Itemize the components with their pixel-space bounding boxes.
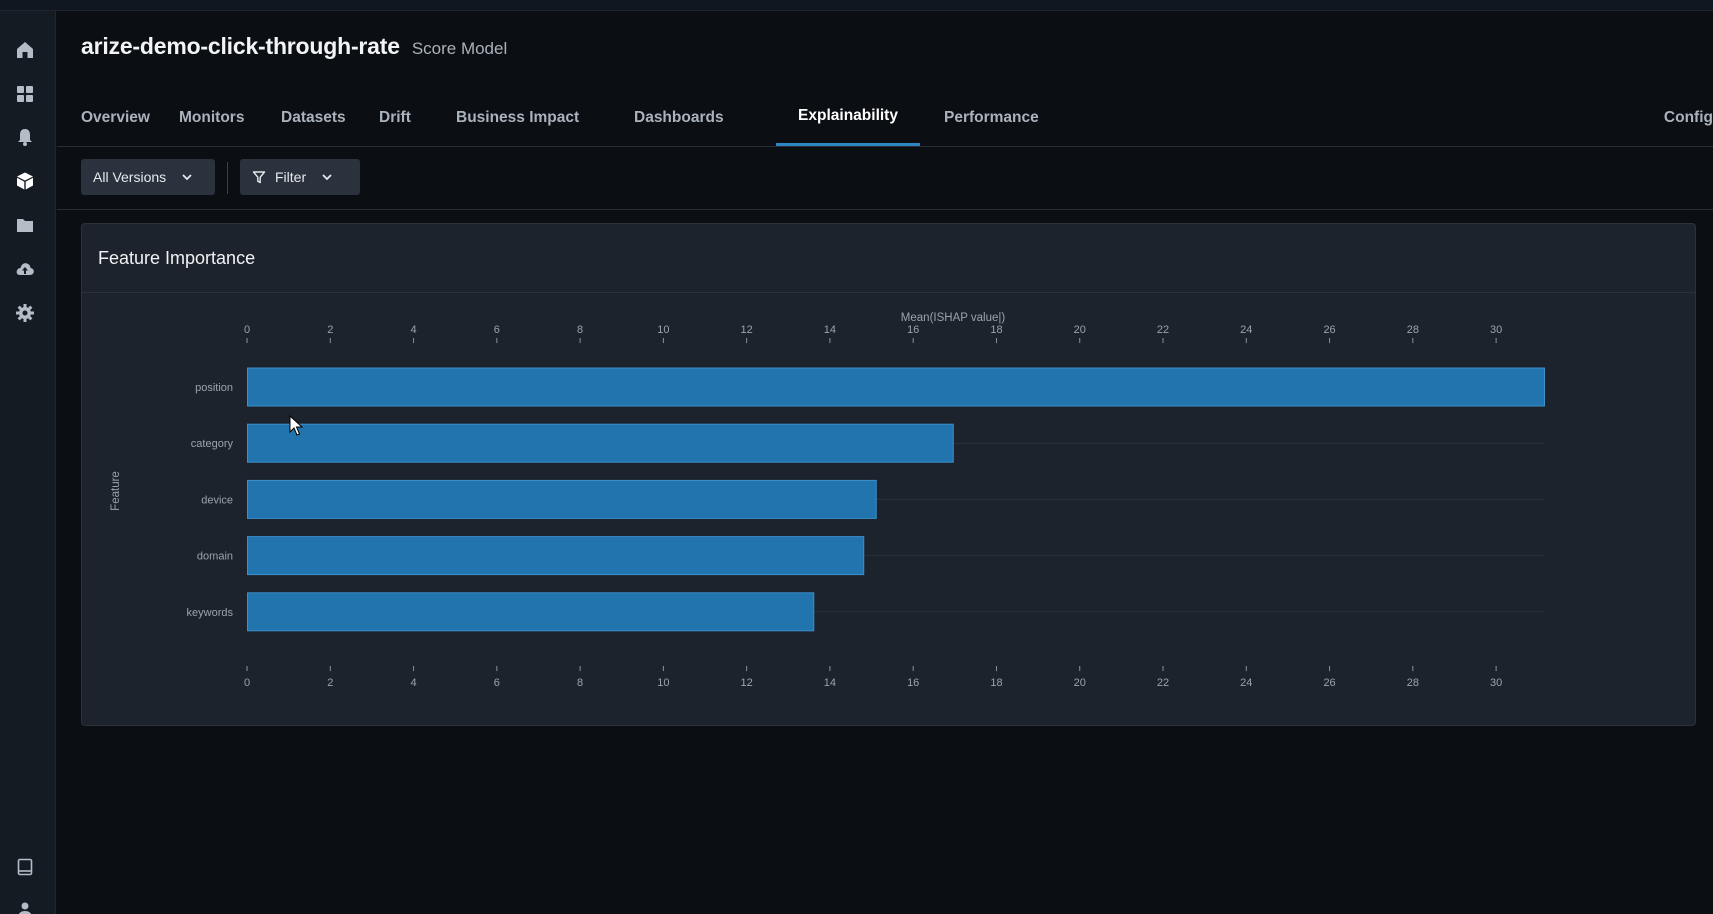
bar-device bbox=[247, 479, 877, 519]
cursor-icon bbox=[289, 415, 303, 436]
main-content: arize-demo-click-through-rate Score Mode… bbox=[57, 11, 1713, 914]
top-bar bbox=[0, 0, 1713, 11]
category-label: position bbox=[195, 382, 233, 394]
x-tick-label-top: 30 bbox=[1490, 324, 1502, 336]
folder-icon[interactable] bbox=[14, 214, 36, 236]
bar-position bbox=[247, 367, 1545, 407]
x-tick-label-bottom: 4 bbox=[410, 677, 416, 689]
tab-config[interactable]: Config bbox=[1663, 108, 1713, 126]
cube-icon[interactable] bbox=[14, 170, 36, 192]
feature-importance-chart: Mean(ISHAP value|) Feature 0 2 4 6 8 10 12 14 16… bbox=[110, 312, 1545, 689]
x-tick-label-bottom: 22 bbox=[1157, 677, 1169, 689]
x-axis-bottom: 0 2 4 6 8 10 12 14 16 18 20 22 24 26 28 30 bbox=[244, 666, 1502, 689]
category-label: category bbox=[191, 438, 234, 450]
versions-label: All Versions bbox=[93, 169, 167, 185]
chevron-down-icon bbox=[180, 170, 194, 184]
tab-bar: Overview Monitors Datasets Drift Busines… bbox=[57, 89, 1713, 147]
tab-performance[interactable]: Performance bbox=[944, 108, 1039, 126]
toolbar: All Versions Filter bbox=[57, 148, 1713, 210]
home-icon[interactable] bbox=[14, 39, 36, 61]
feature-importance-panel: Feature Importance Mean(ISHAP value|) Fe… bbox=[81, 223, 1696, 726]
bar-layer bbox=[247, 367, 1545, 632]
x-tick-label-bottom: 2 bbox=[327, 677, 333, 689]
tab-business-impact[interactable]: Business Impact bbox=[456, 108, 580, 126]
versions-dropdown[interactable]: All Versions bbox=[81, 159, 215, 195]
x-tick-label-top: 6 bbox=[494, 324, 500, 336]
tab-drift[interactable]: Drift bbox=[379, 108, 411, 126]
x-tick-label-top: 8 bbox=[577, 324, 583, 336]
x-tick-label-bottom: 28 bbox=[1407, 677, 1419, 689]
page-header: arize-demo-click-through-rate Score Mode… bbox=[81, 33, 507, 60]
chevron-down-icon bbox=[320, 170, 334, 184]
x-tick-label-bottom: 12 bbox=[741, 677, 753, 689]
tab-datasets[interactable]: Datasets bbox=[281, 108, 346, 126]
x-tick-label-top: 28 bbox=[1407, 324, 1419, 336]
x-tick-label-bottom: 6 bbox=[494, 677, 500, 689]
x-tick-label-bottom: 20 bbox=[1074, 677, 1086, 689]
x-tick-label-bottom: 0 bbox=[244, 677, 250, 689]
tab-dashboards[interactable]: Dashboards bbox=[634, 108, 724, 126]
x-tick-label-bottom: 8 bbox=[577, 677, 583, 689]
x-tick-label-bottom: 24 bbox=[1240, 677, 1252, 689]
x-tick-label-bottom: 14 bbox=[824, 677, 836, 689]
panel-header: Feature Importance bbox=[82, 224, 1695, 293]
tab-monitors[interactable]: Monitors bbox=[179, 108, 245, 126]
tab-overview[interactable]: Overview bbox=[81, 108, 150, 126]
x-tick-label-bottom: 16 bbox=[907, 677, 919, 689]
x-tick-label-bottom: 10 bbox=[657, 677, 669, 689]
book-icon[interactable] bbox=[14, 856, 36, 878]
cloud-upload-icon[interactable] bbox=[14, 258, 36, 280]
x-tick-label-top: 26 bbox=[1323, 324, 1335, 336]
x-axis-title: Mean(ISHAP value|) bbox=[901, 312, 1006, 324]
category-label: domain bbox=[197, 551, 233, 563]
x-tick-label-top: 16 bbox=[907, 324, 919, 336]
user-icon[interactable] bbox=[14, 899, 36, 914]
x-tick-label-top: 22 bbox=[1157, 324, 1169, 336]
filter-label: Filter bbox=[275, 169, 307, 185]
grid-icon[interactable] bbox=[14, 83, 36, 105]
model-type: Score Model bbox=[411, 39, 508, 58]
bar-domain bbox=[247, 536, 865, 576]
gear-icon[interactable] bbox=[14, 302, 36, 324]
x-tick-label-bottom: 18 bbox=[990, 677, 1002, 689]
x-tick-label-top: 18 bbox=[990, 324, 1002, 336]
bar-category bbox=[247, 423, 954, 463]
panel-title: Feature Importance bbox=[98, 247, 256, 268]
category-labels: position category device domain keywords bbox=[187, 382, 234, 619]
category-label: device bbox=[201, 494, 233, 506]
x-tick-label-top: 14 bbox=[824, 324, 836, 336]
sidebar bbox=[0, 11, 56, 914]
x-tick-label-top: 10 bbox=[657, 324, 669, 336]
x-tick-label-top: 0 bbox=[244, 324, 250, 336]
x-tick-label-bottom: 26 bbox=[1323, 677, 1335, 689]
x-axis-top: 0 2 4 6 8 10 12 14 16 18 20 22 24 26 28 30 bbox=[244, 324, 1502, 343]
model-name: arize-demo-click-through-rate bbox=[81, 33, 400, 59]
filter-button[interactable]: Filter bbox=[240, 159, 360, 195]
x-tick-label-top: 20 bbox=[1074, 324, 1086, 336]
x-tick-label-top: 12 bbox=[741, 324, 753, 336]
y-axis-title: Feature bbox=[110, 471, 122, 511]
category-label: keywords bbox=[187, 607, 234, 619]
toolbar-divider bbox=[227, 162, 228, 194]
bell-icon[interactable] bbox=[14, 126, 36, 148]
bar-keywords bbox=[247, 592, 815, 632]
x-tick-label-top: 4 bbox=[410, 324, 416, 336]
x-tick-label-top: 24 bbox=[1240, 324, 1252, 336]
x-tick-label-bottom: 30 bbox=[1490, 677, 1502, 689]
tab-explainability[interactable]: Explainability bbox=[776, 89, 920, 146]
filter-icon bbox=[252, 170, 266, 184]
x-tick-label-top: 2 bbox=[327, 324, 333, 336]
